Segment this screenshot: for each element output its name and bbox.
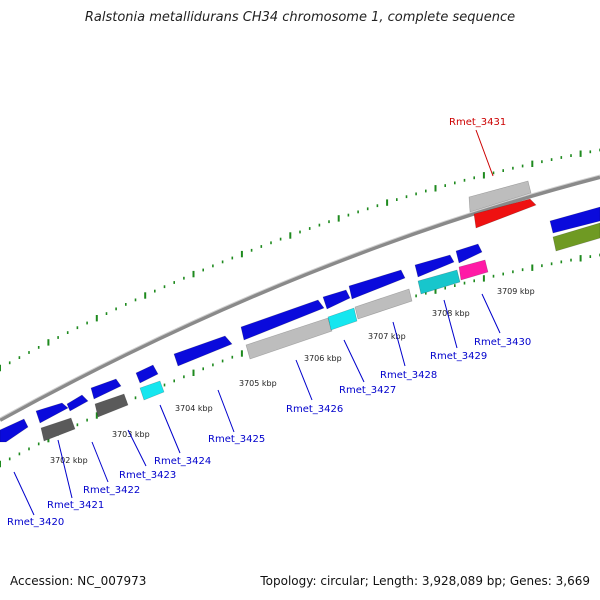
leader-rmet-3428 xyxy=(392,321,406,367)
gene-label-rmet-3421[interactable]: Rmet_3421 xyxy=(47,500,104,511)
gene-label-rmet-3427[interactable]: Rmet_3427 xyxy=(339,385,396,396)
leader-rmet-3422 xyxy=(91,441,109,483)
gene-arrow-rmet-3429[interactable] xyxy=(414,254,455,278)
chromosome-backbone xyxy=(0,175,600,422)
map-title: Ralstonia metallidurans CH34 chromosome … xyxy=(84,10,516,25)
scale-labels: 3702 kbp 3703 kbp 3704 kbp 3705 kbp 3706… xyxy=(50,287,535,465)
gene-label-rmet-3425[interactable]: Rmet_3425 xyxy=(208,434,265,445)
gene-labels: Rmet_3420 Rmet_3421 Rmet_3422 Rmet_3423 … xyxy=(7,117,531,528)
label-leaders xyxy=(13,129,501,516)
gene-box-rmet-3424[interactable] xyxy=(139,380,165,401)
gene-arrow-rmet-3422a[interactable] xyxy=(66,394,89,412)
leader-rmet-3424 xyxy=(159,404,181,454)
leader-rmet-3421 xyxy=(57,439,73,499)
chromosome-backbone-highlight xyxy=(0,174,600,419)
leader-rmet-3426 xyxy=(295,359,313,401)
gene-label-rmet-3428[interactable]: Rmet_3428 xyxy=(380,370,437,381)
gene-arrow-rmet-3422b[interactable] xyxy=(90,378,122,400)
gene-arrow-rmet-3428[interactable] xyxy=(348,269,406,300)
gene-arrow-rmet-3430[interactable] xyxy=(455,243,483,264)
gene-box-rmet-3428[interactable] xyxy=(354,288,413,320)
gene-arrow-next-blue[interactable] xyxy=(549,206,600,234)
gene-box-rmet-3430[interactable] xyxy=(458,259,489,281)
gene-label-rmet-3423[interactable]: Rmet_3423 xyxy=(119,470,176,481)
map-stats-text: Topology: circular; Length: 3,928,089 bp… xyxy=(260,574,590,588)
outer-tick-ring xyxy=(0,148,600,372)
scale-label-3704: 3704 kbp xyxy=(175,404,213,413)
scale-label-3703: 3703 kbp xyxy=(112,430,150,439)
gene-label-rmet-3431[interactable]: Rmet_3431 xyxy=(449,117,506,128)
gene-box-rmet-3431[interactable] xyxy=(468,180,532,213)
gene-arrow-rmet-3431[interactable] xyxy=(473,198,537,229)
gene-arrow-rmet-3426[interactable] xyxy=(240,299,325,341)
leader-rmet-3423 xyxy=(127,429,147,467)
gene-arrow-rmet-3425[interactable] xyxy=(173,335,233,367)
gene-box-rmet-3426[interactable] xyxy=(245,317,333,360)
inner-tick-ring xyxy=(0,253,600,468)
leader-rmet-3429 xyxy=(443,299,458,349)
gene-box-rmet-3421[interactable] xyxy=(40,417,76,442)
leader-rmet-3420 xyxy=(13,471,35,516)
scale-label-3709: 3709 kbp xyxy=(497,287,535,296)
gene-box-next-olive[interactable] xyxy=(552,222,600,252)
scale-label-3702: 3702 kbp xyxy=(50,456,88,465)
scale-label-3708: 3708 kbp xyxy=(432,309,470,318)
leader-rmet-3430 xyxy=(481,293,501,334)
gene-box-rmet-3429[interactable] xyxy=(417,269,461,295)
accession-text: Accession: NC_007973 xyxy=(10,574,147,588)
gene-label-rmet-3426[interactable]: Rmet_3426 xyxy=(286,404,343,415)
gene-arrow-rmet-3427[interactable] xyxy=(322,289,351,310)
leader-rmet-3425 xyxy=(217,389,235,433)
leader-rmet-3431 xyxy=(475,129,494,177)
gene-label-rmet-3422[interactable]: Rmet_3422 xyxy=(83,485,140,496)
gene-arrow-rmet-3421[interactable] xyxy=(35,402,69,424)
feature-track xyxy=(0,180,600,443)
gene-label-rmet-3424[interactable]: Rmet_3424 xyxy=(154,456,211,467)
gene-box-rmet-3427[interactable] xyxy=(327,307,358,331)
gene-arrow-rmet-3424[interactable] xyxy=(135,364,159,384)
leader-rmet-3427 xyxy=(343,339,365,383)
gene-label-rmet-3429[interactable]: Rmet_3429 xyxy=(430,351,487,362)
gene-arrow-rmet-3420[interactable] xyxy=(0,418,29,443)
gene-box-rmet-3423[interactable] xyxy=(94,393,129,418)
scale-label-3707: 3707 kbp xyxy=(368,332,406,341)
scale-label-3705: 3705 kbp xyxy=(239,379,277,388)
scale-label-3706: 3706 kbp xyxy=(304,354,342,363)
gene-label-rmet-3430[interactable]: Rmet_3430 xyxy=(474,337,531,348)
gene-label-rmet-3420[interactable]: Rmet_3420 xyxy=(7,517,64,528)
